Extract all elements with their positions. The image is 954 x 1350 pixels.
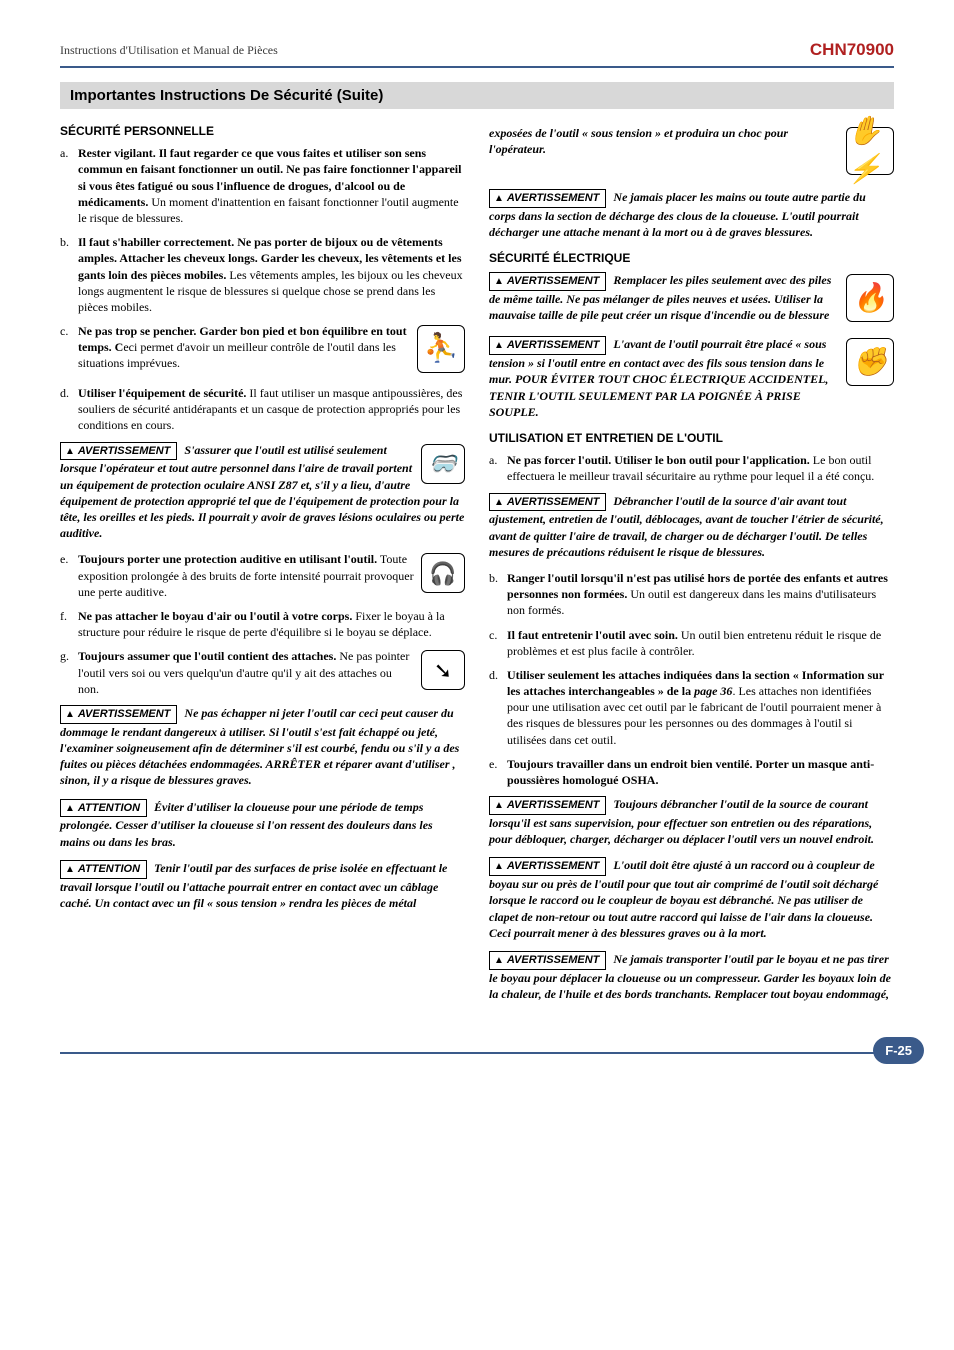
avertissement-label: AVERTISSEMENT bbox=[489, 796, 606, 815]
balance-icon: ⛹ bbox=[417, 325, 465, 373]
item-f: Ne pas attacher le boyau d'air ou l'outi… bbox=[60, 608, 465, 640]
item-g: ➘ Toujours assumer que l'outil contient … bbox=[60, 648, 465, 697]
avertissement-label: AVERTISSEMENT bbox=[489, 189, 606, 208]
avertissement-label: AVERTISSEMENT bbox=[489, 493, 606, 512]
item-c: ⛹ Ne pas trop se pencher. Garder bon pie… bbox=[60, 323, 465, 377]
avertissement-label: AVERTISSEMENT bbox=[489, 336, 606, 355]
heading-utilisation-entretien: UTILISATION ET ENTRETIEN DE L'OUTIL bbox=[489, 430, 894, 446]
heading-securite-personnelle: SÉCURITÉ PERSONNELLE bbox=[60, 123, 465, 139]
avertissement-label: AVERTISSEMENT bbox=[489, 272, 606, 291]
warning-hands-discharge: AVERTISSEMENT Ne jamais placer les mains… bbox=[489, 189, 894, 240]
warning-electrical-grip: ✊ AVERTISSEMENT L'avant de l'outil pourr… bbox=[489, 336, 894, 420]
avertissement-label: AVERTISSEMENT bbox=[489, 857, 606, 876]
right-item-e: Toujours travailler dans un endroit bien… bbox=[489, 756, 894, 788]
right-item-c: Il faut entretenir l'outil avec soin. Un… bbox=[489, 627, 894, 659]
warning-continuation: ✋⚡ exposées de l'outil « sous tension » … bbox=[489, 125, 894, 179]
avertissement-label: AVERTISSEMENT bbox=[60, 442, 177, 461]
model-number: CHN70900 bbox=[810, 40, 894, 60]
item-a: Rester vigilant. Il faut regarder ce que… bbox=[60, 145, 465, 226]
nail-icon: ➘ bbox=[421, 650, 465, 690]
item-b: Il faut s'habiller correctement. Ne pas … bbox=[60, 234, 465, 315]
warning-coupler: AVERTISSEMENT L'outil doit être ajusté à… bbox=[489, 857, 894, 941]
right-item-d: Utiliser seulement les attaches indiquée… bbox=[489, 667, 894, 748]
heading-securite-electrique: SÉCURITÉ ÉLECTRIQUE bbox=[489, 250, 894, 266]
right-item-b: Ranger l'outil lorsqu'il n'est pas utili… bbox=[489, 570, 894, 619]
warning-disconnect-unsupervised: AVERTISSEMENT Toujours débrancher l'outi… bbox=[489, 796, 894, 847]
item-d: Utiliser l'équipement de sécurité. Il fa… bbox=[60, 385, 465, 434]
ear-protection-icon: 🎧 bbox=[421, 553, 465, 593]
hand-shock-icon: ✋⚡ bbox=[846, 127, 894, 175]
warning-batteries: 🔥 AVERTISSEMENT Remplacer les piles seul… bbox=[489, 272, 894, 326]
right-item-a: Ne pas forcer l'outil. Utiliser le bon o… bbox=[489, 452, 894, 484]
warning-drop-tool: AVERTISSEMENT Ne pas échapper ni jeter l… bbox=[60, 705, 465, 789]
attention-label: ATTENTION bbox=[60, 860, 147, 879]
grip-icon: ✊ bbox=[846, 338, 894, 386]
section-title: Importantes Instructions De Sécurité (Su… bbox=[60, 82, 894, 109]
goggles-icon: 🥽 bbox=[421, 444, 465, 484]
warning-eye-protection: 🥽 AVERTISSEMENT S'assurer que l'outil es… bbox=[60, 442, 465, 542]
header-left: Instructions d'Utilisation et Manual de … bbox=[60, 43, 278, 58]
fire-icon: 🔥 bbox=[846, 274, 894, 322]
warning-disconnect-air: AVERTISSEMENT Débrancher l'outil de la s… bbox=[489, 493, 894, 560]
avertissement-label: AVERTISSEMENT bbox=[489, 951, 606, 970]
warning-hose-carry: AVERTISSEMENT Ne jamais transporter l'ou… bbox=[489, 951, 894, 1002]
footer-rule bbox=[60, 1052, 894, 1054]
page-number: F-25 bbox=[873, 1037, 924, 1064]
item-e: 🎧 Toujours porter une protection auditiv… bbox=[60, 551, 465, 600]
attention-prolonged-use: ATTENTION Éviter d'utiliser la cloueuse … bbox=[60, 799, 465, 850]
attention-insulated-grip: ATTENTION Tenir l'outil par des surfaces… bbox=[60, 860, 465, 911]
avertissement-label: AVERTISSEMENT bbox=[60, 705, 177, 724]
attention-label: ATTENTION bbox=[60, 799, 147, 818]
